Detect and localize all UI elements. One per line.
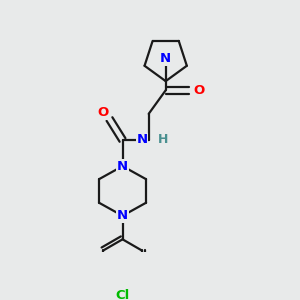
Text: N: N [117, 160, 128, 172]
Text: H: H [158, 134, 168, 146]
Text: N: N [136, 134, 148, 146]
Text: N: N [117, 209, 128, 222]
Text: N: N [160, 52, 171, 65]
Text: Cl: Cl [116, 289, 130, 300]
Text: O: O [194, 84, 205, 97]
Text: O: O [97, 106, 109, 119]
